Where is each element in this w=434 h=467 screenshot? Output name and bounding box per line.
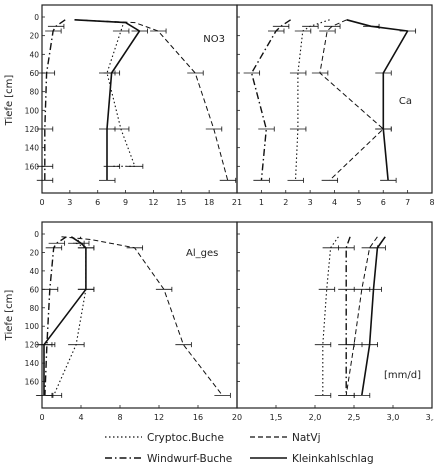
panel-top-right: 1 2 3 4 5 6 7 8 Ca [236, 4, 434, 207]
x-tick-label: 0 [39, 413, 44, 422]
series-line-windwurf-buche [44, 19, 66, 181]
y-tick-label: 160 [25, 162, 40, 171]
x-tick-label: 8 [117, 413, 122, 422]
y-tick-label: 60 [29, 69, 39, 78]
series-line-windwurf-buche [44, 236, 67, 396]
x-tick-label: 1 [259, 198, 264, 207]
y-tick-label: 20 [29, 32, 39, 41]
x-tick-label: 0 [39, 198, 44, 207]
x-tick-label: 3 [67, 198, 72, 207]
x-tick-label: 7 [405, 198, 410, 207]
x-tick-label: 12 [148, 198, 158, 207]
x-tick-label: 2 [283, 198, 288, 207]
y-tick-label: 60 [29, 285, 39, 294]
x-tick-label: 20 [232, 413, 242, 422]
panel-frame [236, 221, 433, 409]
x-tick-label: 6 [381, 198, 386, 207]
x-tick-label: 18 [204, 198, 214, 207]
x-tick-label: 2,0 [309, 413, 322, 422]
panel-top-left: 0 3 6 9 12 15 18 21 0 20 40 60 80 100 120 140 160 NO3 [25, 4, 242, 207]
x-tick-label: 6 [95, 198, 100, 207]
x-tick-label: 3,0 [387, 413, 400, 422]
x-tick-label: 5 [356, 198, 361, 207]
legend-label-natvj: NatVj [292, 432, 321, 444]
y-tick-label: 0 [34, 230, 39, 239]
series-line-kleinkahlschlag [43, 236, 87, 396]
y-tick-label: 20 [29, 248, 39, 257]
y-tick-label: 120 [25, 341, 40, 350]
x-tick-label: 3,5 [426, 413, 434, 422]
panel-bottom-left: 0 4 8 12 16 20 0 20 40 60 80 100 120 140 160 Al_ges [25, 221, 242, 422]
series-line-natvj [345, 236, 378, 396]
panel-annotation: Ca [399, 96, 412, 107]
y-tick-label: 160 [25, 378, 40, 387]
ylabel-top-text: Tiefe [cm] [4, 75, 15, 127]
series-line-kleinkahlschlag [361, 236, 386, 396]
x-tick-label: 4 [78, 413, 83, 422]
ylabel-top: Tiefe [cm] [4, 75, 15, 127]
legend-label-cryptoc: Cryptoc.Buche [147, 432, 224, 444]
x-tick-label: 9 [123, 198, 128, 207]
y-tick-label: 100 [25, 106, 40, 115]
series-line-natvj [319, 19, 384, 181]
x-tick-label: 1,5 [270, 413, 283, 422]
panel-annotation: NO3 [203, 34, 225, 45]
x-tick-label: 15 [176, 198, 186, 207]
panel-annotation: [mm/d] [384, 370, 421, 381]
ylabel-bottom-text: Tiefe [cm] [4, 290, 15, 342]
y-tick-label: 100 [25, 322, 40, 331]
y-tick-label: 140 [25, 144, 40, 153]
series-line-cryptoc-buche [53, 236, 87, 396]
y-tick-label: 80 [29, 304, 39, 313]
panel-bottom-right: 1,5 2,0 2,5 3,0 3,5 [mm/d] [236, 221, 434, 422]
series-line-cryptoc-buche [74, 19, 136, 167]
y-tick-label: 80 [29, 88, 39, 97]
x-tick-label: 2,5 [348, 413, 361, 422]
series-line-natvj [61, 236, 223, 396]
y-tick-label: 0 [34, 13, 39, 22]
series-line-kleinkahlschlag [346, 19, 409, 181]
y-tick-label: 40 [29, 267, 39, 276]
x-tick-label: 8 [429, 198, 434, 207]
legend-label-windwurf: Windwurf-Buche [147, 453, 232, 465]
series-line-windwurf-buche [250, 19, 291, 181]
x-tick-label: 12 [154, 413, 164, 422]
x-tick-label: 4 [332, 198, 337, 207]
panel-annotation: Al_ges [186, 248, 218, 259]
x-tick-label: 16 [193, 413, 203, 422]
y-tick-label: 40 [29, 50, 39, 59]
series-line-kleinkahlschlag [74, 19, 141, 181]
legend: Cryptoc.Buche NatVj Windwurf-Buche Klein… [105, 432, 374, 465]
x-tick-label: 3 [308, 198, 313, 207]
y-tick-label: 140 [25, 359, 40, 368]
ylabel-bottom: Tiefe [cm] [4, 290, 15, 342]
series-line-cryptoc-buche [294, 19, 330, 181]
series-line-cryptoc-buche [322, 236, 339, 396]
legend-label-kleinkahlschlag: Kleinkahlschlag [292, 453, 374, 465]
y-tick-label: 120 [25, 125, 40, 134]
x-tick-label: 21 [232, 198, 242, 207]
